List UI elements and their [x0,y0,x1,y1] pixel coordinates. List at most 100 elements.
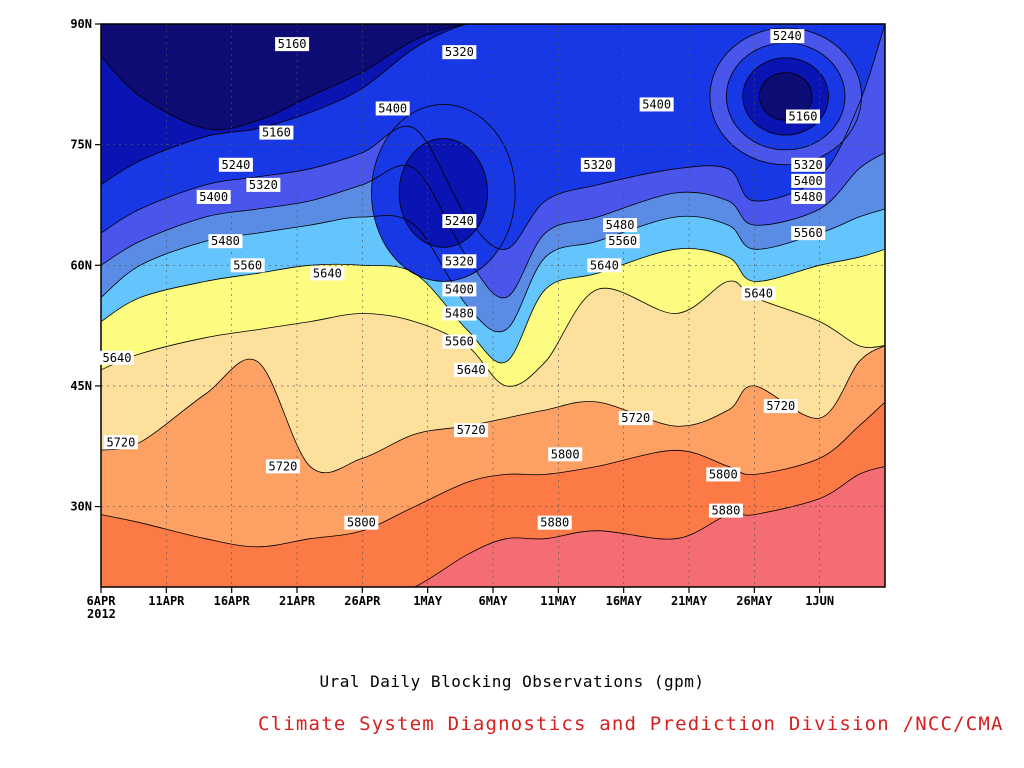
contour-label-box [706,467,741,482]
contour-label: 5480 [791,189,826,204]
contour-label: 5720 [454,423,489,438]
contour-label: 5400 [442,282,477,297]
contour-label: 5560 [605,234,640,249]
contour-label-box [548,447,583,462]
contour-label: 5320 [580,157,615,172]
x-tick-label: 21APR [279,594,316,608]
contour-label-box [218,157,253,172]
contour-label: 5320 [246,177,281,192]
band-5960 [414,466,885,587]
contour-label-box [770,29,805,44]
contour-label: 5640 [587,258,622,273]
contour-label-box [100,350,134,365]
isoline-5960 [413,466,885,587]
axis-ticks: 6APR 11APR 16APR 21APR 26APR 1MAY 6MAY 11MAY 16M… [70,17,834,621]
contour-label-box [639,97,674,112]
contour-label-text: 5400 [445,282,474,296]
contour-label: 5800 [706,467,741,482]
contour-label-text: 5560 [794,226,823,240]
contour-label-text: 5240 [773,29,802,43]
x-tick-label: 11MAY [540,594,577,608]
contour-label-text: 5720 [766,399,795,413]
contour-label: 5160 [275,37,310,52]
closed-low-2-5160 [758,72,813,121]
contour-label-box [196,189,231,204]
contour-label-box [442,254,477,269]
contour-label-text: 5400 [199,190,228,204]
contour-label-box [275,37,310,52]
contour-label-text: 5320 [583,158,612,172]
contour-label: 5320 [791,157,826,172]
contour-label-text: 5400 [642,97,671,111]
contour-label-box [603,218,638,233]
contour-label-text: 5640 [590,258,619,272]
contour-label-box [259,125,294,140]
contour-label-text: 5160 [789,110,818,124]
contour-label-box [537,515,572,530]
contour-label-text: 5720 [621,411,650,425]
contour-label-text: 5480 [794,190,823,204]
contour-label-box [103,435,138,450]
closed-low-1-5240 [398,138,488,248]
contour-label-box [442,306,477,321]
contour-label-box [442,282,477,297]
contour-label: 5400 [791,173,826,188]
y-tick-label: 75N [70,138,92,152]
contour-label-text: 5640 [103,351,132,365]
contour-label-text: 5800 [709,467,738,481]
contour-label-text: 5880 [711,504,740,518]
chart-credit: Climate System Diagnostics and Predictio… [258,713,1004,735]
contour-label-text: 5400 [378,101,407,115]
contour-label-text: 5240 [445,214,474,228]
contour-label-text: 5480 [211,234,240,248]
contour-label-box [310,266,345,281]
contour-label-text: 5560 [445,335,474,349]
isoline-5720 [101,280,885,387]
contour-label: 5560 [442,334,477,349]
y-tick-label: 90N [70,17,92,31]
x-tick-label: 21MAY [671,594,708,608]
contour-label-box [708,503,743,518]
contour-label: 5400 [196,189,231,204]
y-tick-label: 30N [70,500,92,514]
contour-label-text: 5320 [794,158,823,172]
contour-label-box [454,423,489,438]
contour-label-box [791,226,826,241]
contour-label: 5640 [454,362,489,377]
contour-label-text: 5720 [457,423,486,437]
contour-label-text: 5800 [551,447,580,461]
contour-label-box [580,157,615,172]
contour-label: 5240 [442,214,477,229]
x-tick-label: 1JUN [805,594,834,608]
contour-labels: 5160 5320 5240 5160 5400 5400 5160 5240 5320 5320… [100,29,826,530]
contour-label-text: 5800 [347,516,376,530]
contour-label-box [344,515,379,530]
contour-label-box [587,258,622,273]
contour-label-box [791,157,826,172]
contour-label: 5240 [218,157,253,172]
contour-label-box [208,234,243,249]
contour-label-text: 5560 [608,234,637,248]
contour-label-text: 5400 [794,174,823,188]
contour-label-box [442,334,477,349]
contour-label-text: 5720 [268,459,297,473]
contour-label: 5320 [442,254,477,269]
contour-label: 5160 [259,125,294,140]
contour-label-text: 5640 [457,363,486,377]
x-tick-label: 1MAY [413,594,443,608]
x-tick-label: 16MAY [606,594,643,608]
contour-label-text: 5160 [278,37,307,51]
contour-label-text: 5320 [445,254,474,268]
isoline-5480 [101,152,885,299]
contour-label-box [791,173,826,188]
contour-label: 5400 [375,101,410,116]
contour-label-text: 5320 [445,45,474,59]
x-tick-label: 6MAY [479,594,509,608]
x-tick-label: 16APR [214,594,251,608]
chart-title: Ural Daily Blocking Observations (gpm) [319,672,705,691]
contour-label-box [791,189,826,204]
x-tick-label: 26MAY [736,594,773,608]
contour-label: 5720 [103,435,138,450]
contour-label-box [442,214,477,229]
